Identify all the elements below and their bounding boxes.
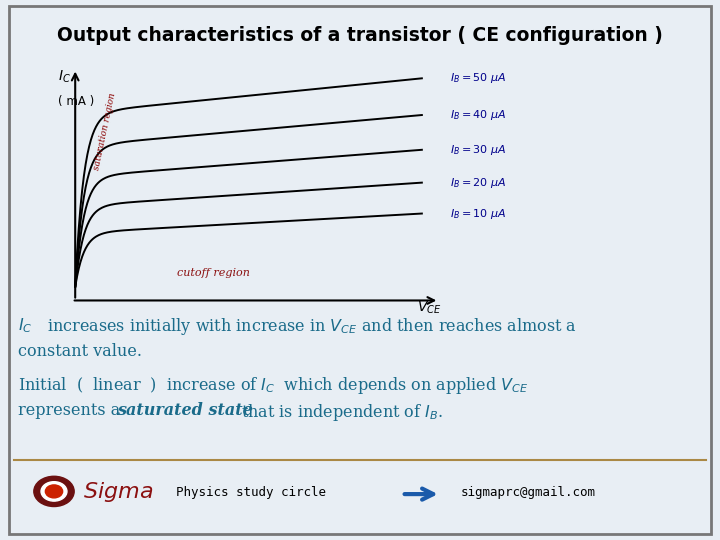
Text: increases initially with increase in $V_{CE}$ and then reaches almost a: increases initially with increase in $V_…	[47, 316, 577, 337]
Text: sigmaprc@gmail.com: sigmaprc@gmail.com	[461, 486, 596, 499]
Text: $I_C$: $I_C$	[18, 316, 32, 335]
Text: saturated state: saturated state	[117, 402, 253, 419]
Text: $I_B = 50\ \mu A$: $I_B = 50\ \mu A$	[450, 71, 506, 85]
Text: $I_B = 10\ \mu A$: $I_B = 10\ \mu A$	[450, 206, 506, 220]
Text: constant value.: constant value.	[18, 343, 142, 360]
Text: $\mathbf{\mathit{Sigma}}$: $\mathbf{\mathit{Sigma}}$	[83, 481, 153, 504]
Text: represents a: represents a	[18, 402, 125, 419]
Text: that is independent of $I_B$.: that is independent of $I_B$.	[236, 402, 444, 423]
Text: saturation region: saturation region	[92, 92, 117, 171]
Text: $I_B = 20\ \mu A$: $I_B = 20\ \mu A$	[450, 176, 506, 190]
Text: $I_B = 40\ \mu A$: $I_B = 40\ \mu A$	[450, 108, 506, 122]
Text: $I_C$: $I_C$	[58, 68, 71, 85]
Text: $V_{CE}$: $V_{CE}$	[417, 300, 441, 316]
Text: Output characteristics of a transistor ( CE configuration ): Output characteristics of a transistor (…	[57, 25, 663, 45]
Text: Initial  (  linear  )  increase of $I_C$  which depends on applied $V_{CE}$: Initial ( linear ) increase of $I_C$ whi…	[18, 375, 528, 396]
Text: $I_B = 30\ \mu A$: $I_B = 30\ \mu A$	[450, 143, 506, 157]
Text: cutoff region: cutoff region	[177, 268, 251, 278]
Text: ( mA ): ( mA )	[58, 96, 94, 109]
Text: Physics study circle: Physics study circle	[176, 486, 326, 499]
